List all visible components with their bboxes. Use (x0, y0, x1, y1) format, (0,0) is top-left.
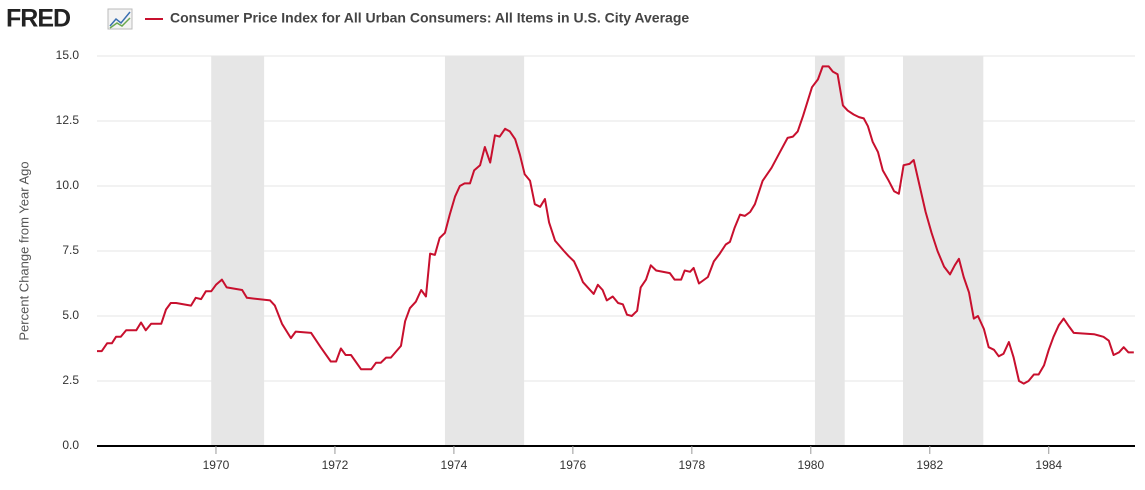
y-tick-label: 10.0 (56, 178, 80, 192)
x-tick-label: 1978 (678, 458, 705, 472)
series-line (97, 65, 1134, 385)
legend-label: Consumer Price Index for All Urban Consu… (170, 10, 689, 26)
x-tick-label: 1984 (1035, 458, 1062, 472)
x-tick-label: 1972 (322, 458, 349, 472)
logo: FRED (6, 5, 70, 33)
x-tick-label: 1980 (797, 458, 824, 472)
y-tick-label: 2.5 (62, 373, 79, 387)
y-axis-title: Percent Change from Year Ago (16, 161, 31, 340)
y-tick-label: 12.5 (56, 113, 80, 127)
x-tick-label: 1976 (560, 458, 587, 472)
x-tick-label: 1970 (203, 458, 230, 472)
y-tick-label: 7.5 (62, 243, 79, 257)
y-tick-label: 0.0 (62, 438, 79, 452)
x-tick-label: 1974 (441, 458, 468, 472)
y-tick-label: 15.0 (56, 48, 80, 62)
y-tick-label: 5.0 (62, 308, 79, 322)
logo-icon (107, 8, 133, 30)
x-tick-label: 1982 (916, 458, 943, 472)
